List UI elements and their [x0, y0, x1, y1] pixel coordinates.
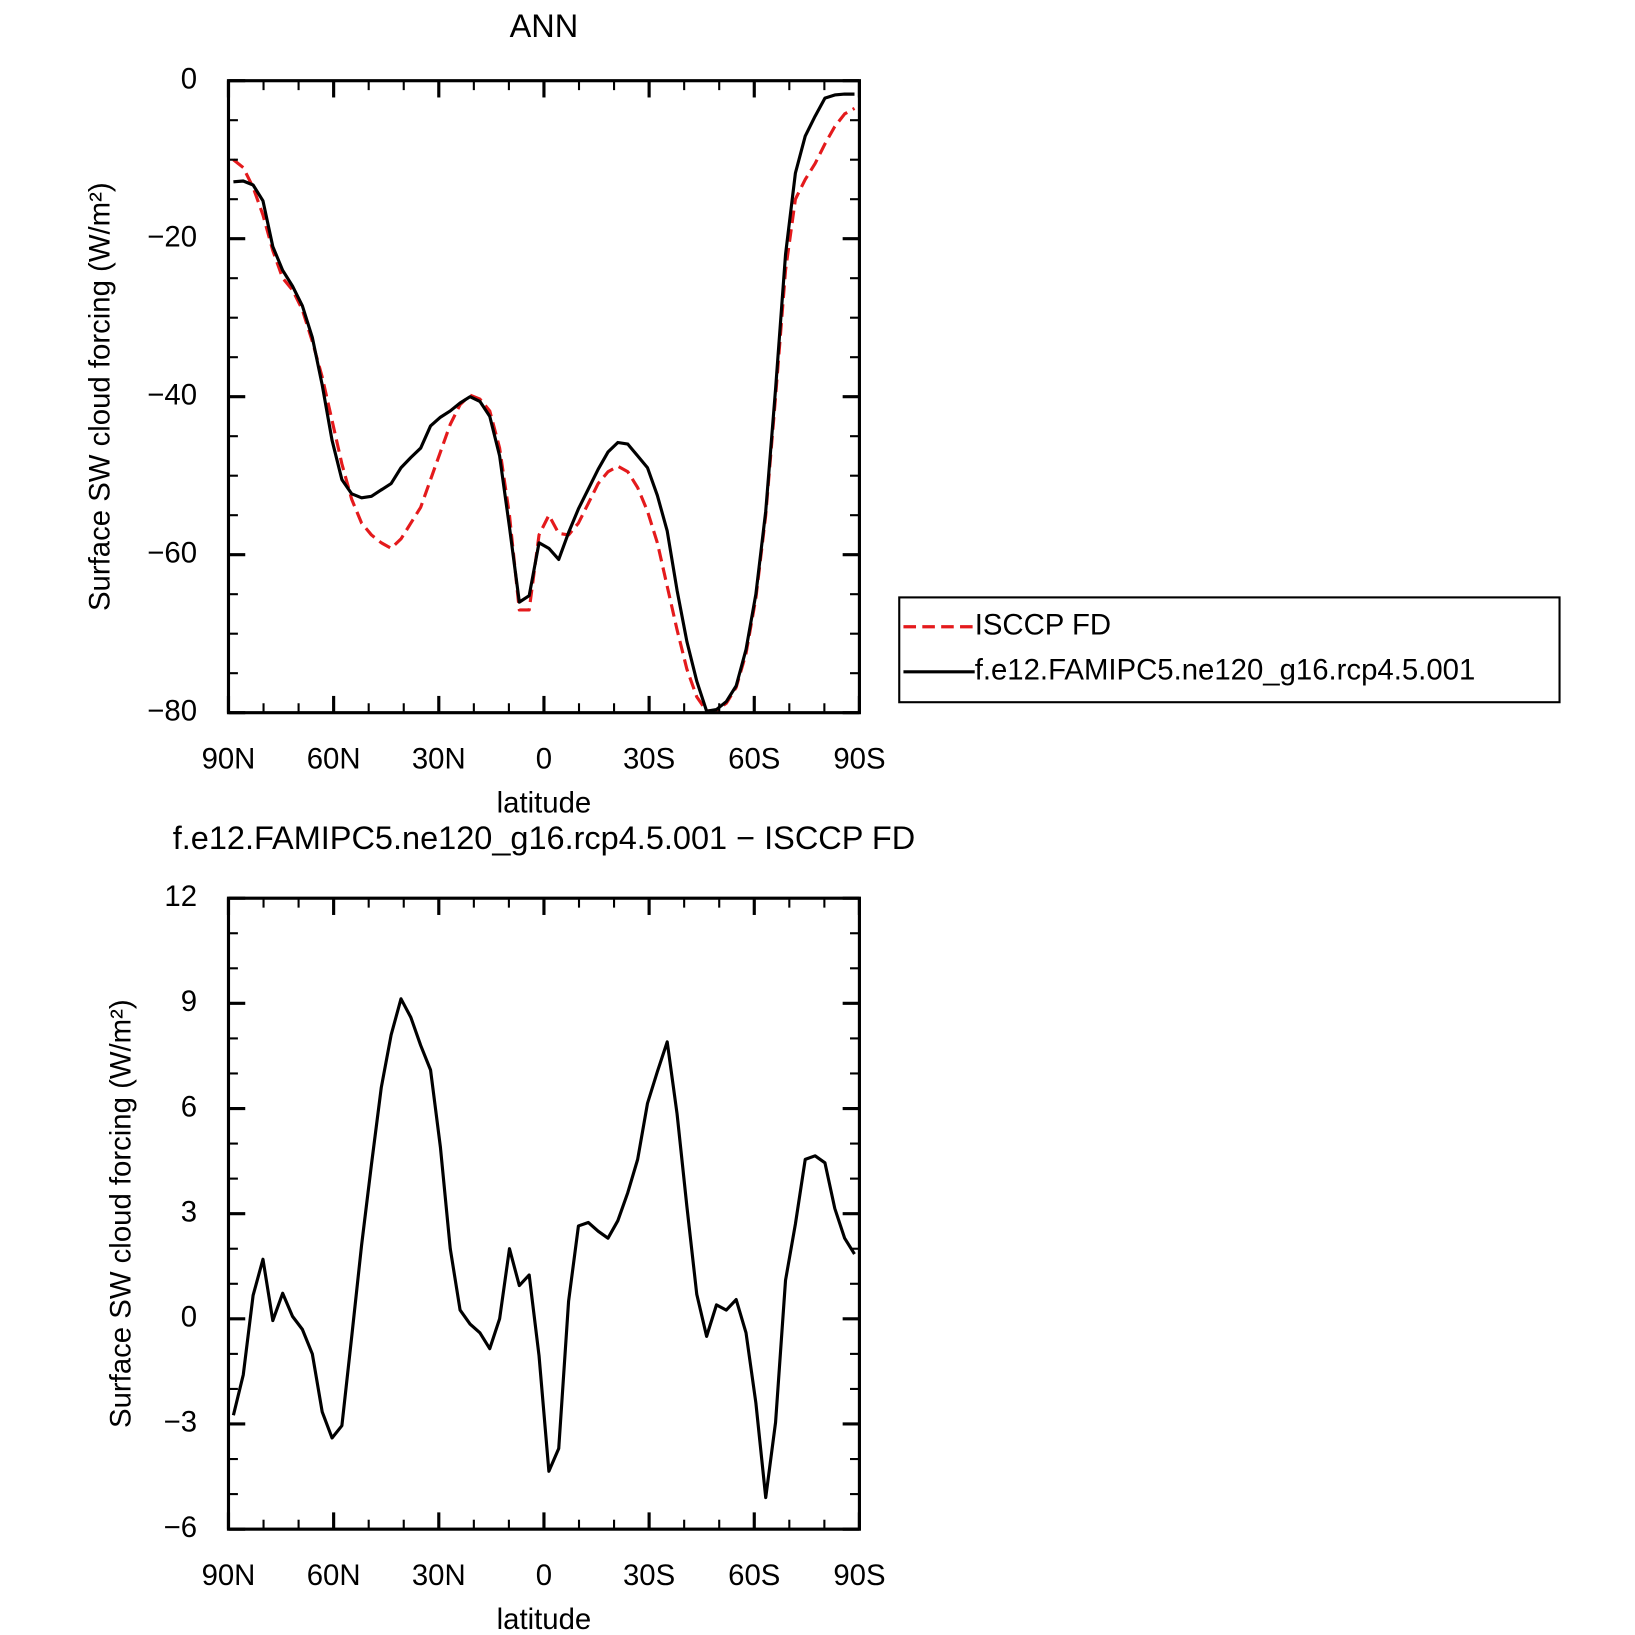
- chart-title: ANN: [510, 8, 579, 44]
- x-tick-label: 90N: [202, 743, 256, 776]
- data-line: [231, 997, 856, 1500]
- x-tick-label: 90N: [202, 1559, 256, 1592]
- x-tick-label: 30N: [412, 1559, 466, 1592]
- x-tick-label: 0: [536, 1559, 552, 1592]
- legend-label: ISCCP FD: [975, 609, 1111, 642]
- y-tick-label: −60: [147, 536, 197, 569]
- y-tick-label: −80: [147, 694, 197, 727]
- x-tick-label: 90S: [833, 743, 885, 776]
- data-line: [233, 92, 855, 713]
- x-tick-label: 60S: [728, 743, 780, 776]
- x-tick-label: 60N: [307, 1559, 361, 1592]
- chart-title: f.e12.FAMIPC5.ne120_g16.rcp4.5.001 − ISC…: [173, 820, 915, 856]
- x-tick-label: 30N: [412, 743, 466, 776]
- x-axis-label: latitude: [497, 1603, 592, 1635]
- y-tick-label: −6: [164, 1511, 197, 1544]
- y-tick-label: 12: [164, 880, 197, 913]
- y-axis-label: Surface SW cloud forcing (W/m²): [83, 182, 116, 611]
- y-tick-label: 0: [181, 1301, 197, 1334]
- y-tick-label: 0: [181, 62, 197, 95]
- y-tick-label: 9: [181, 985, 197, 1018]
- x-tick-label: 30S: [623, 1559, 675, 1592]
- x-tick-label: 60S: [728, 1559, 780, 1592]
- y-axis-label: Surface SW cloud forcing (W/m²): [104, 999, 137, 1428]
- y-tick-label: −3: [164, 1406, 197, 1439]
- y-tick-label: −40: [147, 378, 197, 411]
- x-tick-label: 90S: [833, 1559, 885, 1592]
- x-tick-label: 60N: [307, 743, 361, 776]
- legend-label: f.e12.FAMIPC5.ne120_g16.rcp4.5.001: [975, 654, 1476, 687]
- y-tick-label: 3: [181, 1195, 197, 1228]
- x-tick-label: 30S: [623, 743, 675, 776]
- y-tick-label: −20: [147, 220, 197, 253]
- legend-box: [898, 596, 1561, 704]
- plot-frame: [226, 896, 861, 1531]
- x-axis-label: latitude: [497, 787, 592, 820]
- x-tick-label: 0: [536, 743, 552, 776]
- y-tick-label: 6: [181, 1090, 197, 1123]
